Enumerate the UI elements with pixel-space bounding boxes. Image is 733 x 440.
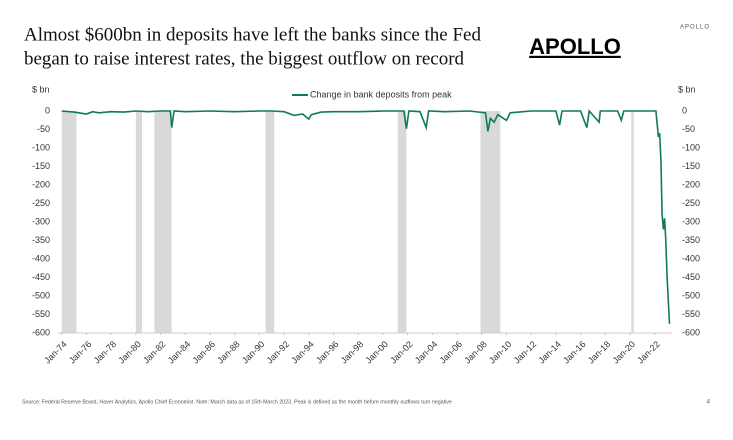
x-tick-label: Jan-96 [314, 339, 341, 366]
x-tick-label: Jan-00 [363, 339, 390, 366]
y-tick-label: -150 [32, 161, 50, 171]
recession-band [631, 111, 634, 333]
x-tick-label: Jan-86 [191, 339, 218, 366]
y2-tick-label: -200 [682, 179, 700, 189]
y2-tick-label: -450 [682, 272, 700, 282]
y2-axis-label: $ bn [678, 84, 696, 94]
y2-tick-label: -400 [682, 253, 700, 263]
y-tick-label: -600 [32, 327, 50, 337]
y-tick-label: -50 [37, 124, 50, 134]
y2-tick-label: -500 [682, 290, 700, 300]
x-tick-label: Jan-04 [413, 339, 440, 366]
y-tick-label: -200 [32, 179, 50, 189]
x-tick-label: Jan-82 [141, 339, 168, 366]
y2-tick-label: -600 [682, 327, 700, 337]
y-tick-label: -350 [32, 235, 50, 245]
x-tick-label: Jan-02 [388, 339, 415, 366]
source-note: Source: Federal Reserve Board, Haver Ana… [22, 399, 452, 405]
y2-tick-label: -550 [682, 309, 700, 319]
y2-tick-label: -100 [682, 142, 700, 152]
x-tick-label: Jan-88 [215, 339, 242, 366]
x-tick-label: Jan-16 [561, 339, 588, 366]
y2-tick-label: 0 [682, 105, 687, 115]
y2-tick-label: -150 [682, 161, 700, 171]
y-tick-label: -300 [32, 216, 50, 226]
x-tick-label: Jan-94 [289, 339, 316, 366]
recession-band [480, 111, 501, 333]
title-line: began to raise interest rates, the bigge… [24, 48, 465, 69]
y-tick-label: -100 [32, 142, 50, 152]
series-line [61, 109, 671, 324]
x-tick-label: Jan-12 [512, 339, 539, 366]
x-tick-label: Jan-90 [240, 339, 267, 366]
y-tick-label: -500 [32, 290, 50, 300]
recession-band [397, 111, 407, 333]
recession-band [265, 111, 275, 333]
x-tick-label: Jan-78 [92, 339, 119, 366]
recession-band [154, 111, 172, 333]
logo: APOLLO [529, 34, 621, 59]
header-brand: APOLLO [680, 25, 710, 31]
x-tick-label: Jan-84 [166, 339, 193, 366]
recession-band [61, 111, 77, 333]
y-tick-label: -400 [32, 253, 50, 263]
y2-tick-label: -300 [682, 216, 700, 226]
recession-band [135, 111, 143, 333]
x-tick-label: Jan-14 [536, 339, 563, 366]
y-tick-label: -450 [32, 272, 50, 282]
title-line: Almost $600bn in deposits have left the … [24, 24, 481, 45]
x-tick-label: Jan-98 [339, 339, 366, 366]
y-axis-label: $ bn [32, 84, 50, 94]
y-tick-label: -550 [32, 309, 50, 319]
x-tick-label: Jan-20 [611, 339, 638, 366]
page-number: 4 [707, 400, 711, 406]
x-tick-label: Jan-22 [635, 339, 662, 366]
x-tick-label: Jan-18 [586, 339, 613, 366]
legend-label: Change in bank deposits from peak [310, 89, 452, 99]
x-tick-label: Jan-80 [116, 339, 143, 366]
y2-tick-label: -350 [682, 235, 700, 245]
y2-tick-label: -250 [682, 198, 700, 208]
x-tick-label: Jan-92 [265, 339, 292, 366]
x-tick-label: Jan-08 [462, 339, 489, 366]
y-tick-label: -250 [32, 198, 50, 208]
x-tick-label: Jan-06 [438, 339, 465, 366]
x-tick-label: Jan-76 [67, 339, 94, 366]
x-tick-label: Jan-10 [487, 339, 514, 366]
x-tick-label: Jan-74 [42, 339, 69, 366]
y-tick-label: 0 [45, 105, 50, 115]
y2-tick-label: -50 [682, 124, 695, 134]
